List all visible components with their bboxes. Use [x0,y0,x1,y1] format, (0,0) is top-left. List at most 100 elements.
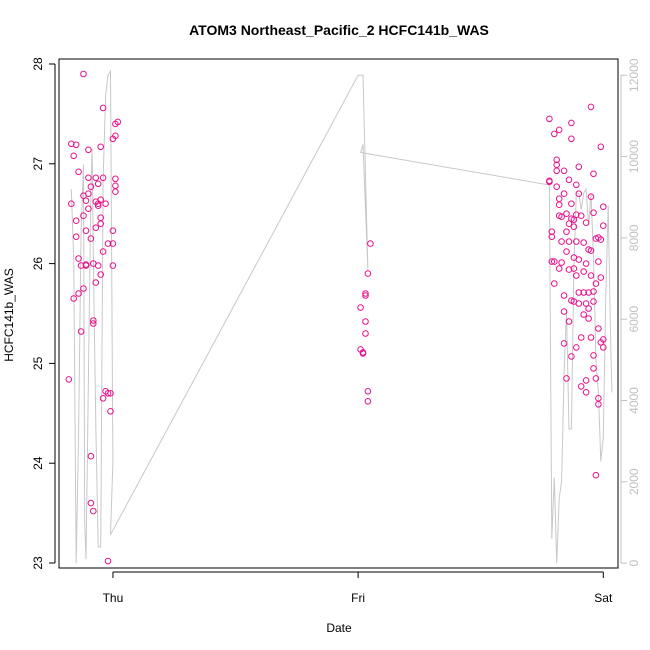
data-point [553,183,561,190]
data-point [560,292,568,299]
y2-tick-label: 12000 [627,58,641,92]
data-point [590,298,597,305]
data-point [597,236,605,243]
data-point [580,311,588,318]
data-point [577,212,585,219]
data-point [68,200,75,207]
data-point [90,320,97,327]
data-point [592,471,600,479]
data-point [565,266,573,273]
data-point [107,390,114,397]
data-point [595,258,602,265]
data-point [597,143,605,151]
data-point [94,202,102,209]
data-point [580,289,588,296]
data-point [592,375,600,382]
data-point [568,200,575,207]
data-point [357,304,364,311]
data-point [97,214,104,221]
data-point [553,167,561,175]
data-point [590,365,597,372]
data-point [77,262,85,269]
x-tick-label: Thu [103,591,124,605]
data-point [112,132,119,140]
data-point [555,126,563,134]
data-point [573,272,580,279]
data-point [87,235,95,242]
data-point [364,398,372,405]
y2-tick-label: 0 [627,559,641,566]
data-point [577,383,585,390]
data-point [587,247,595,254]
data-point [551,280,558,287]
altitude-polyline [70,69,613,564]
data-point [80,285,87,292]
data-point [72,217,80,224]
data-point [590,209,597,216]
data-point [563,228,570,235]
data-point [560,340,568,347]
data-point [600,222,607,229]
data-point [587,334,595,341]
data-point [565,238,573,245]
data-point [90,507,97,515]
y2-tick-label: 10000 [627,140,641,174]
data-point [585,305,592,312]
data-point [82,262,90,269]
data-point [104,240,112,247]
data-point [90,317,97,324]
data-point [570,223,578,230]
data-point [600,336,607,343]
data-point [555,265,563,272]
data-point [590,352,597,359]
x-tick-label: Fri [351,591,365,605]
y2-tick-label: 2000 [627,468,641,495]
data-point [80,212,87,219]
data-point [580,239,588,246]
data-point [548,258,556,265]
data-point [590,170,597,178]
data-point [85,174,92,182]
y-tick-label: 25 [31,356,45,370]
y-tick-label: 27 [31,157,45,171]
data-point [364,270,372,277]
y-tick-label: 28 [31,57,45,71]
data-point [595,401,602,408]
data-point [112,188,119,195]
data-point [367,240,374,247]
data-point [575,289,583,296]
data-point [99,174,107,182]
data-point [555,195,563,202]
data-point [565,318,573,325]
data-point [75,290,82,297]
data-point [582,219,590,226]
data-point [87,499,95,507]
data-point [585,289,592,296]
data-point [97,143,104,151]
data-point [70,295,77,302]
data-point [87,452,95,460]
data-point [72,233,80,240]
y-axis: 23 24 25 26 27 28 [31,57,56,570]
data-point [362,290,369,297]
data-point [109,262,117,269]
data-point [94,262,102,269]
data-point [362,292,369,299]
data-point [573,181,580,189]
x-axis-label: Date [326,621,352,635]
data-point [595,325,602,332]
data-point [72,141,80,149]
data-point [582,389,590,396]
data-point [570,265,578,272]
data-point [364,388,372,395]
data-point [563,375,570,382]
data-point [109,227,117,234]
data-point [546,115,553,123]
data-point [85,190,92,197]
data-point [560,167,568,175]
data-point [82,227,90,234]
altitude-line [70,69,613,564]
data-point [99,104,107,112]
y-tick-label: 24 [31,456,45,470]
